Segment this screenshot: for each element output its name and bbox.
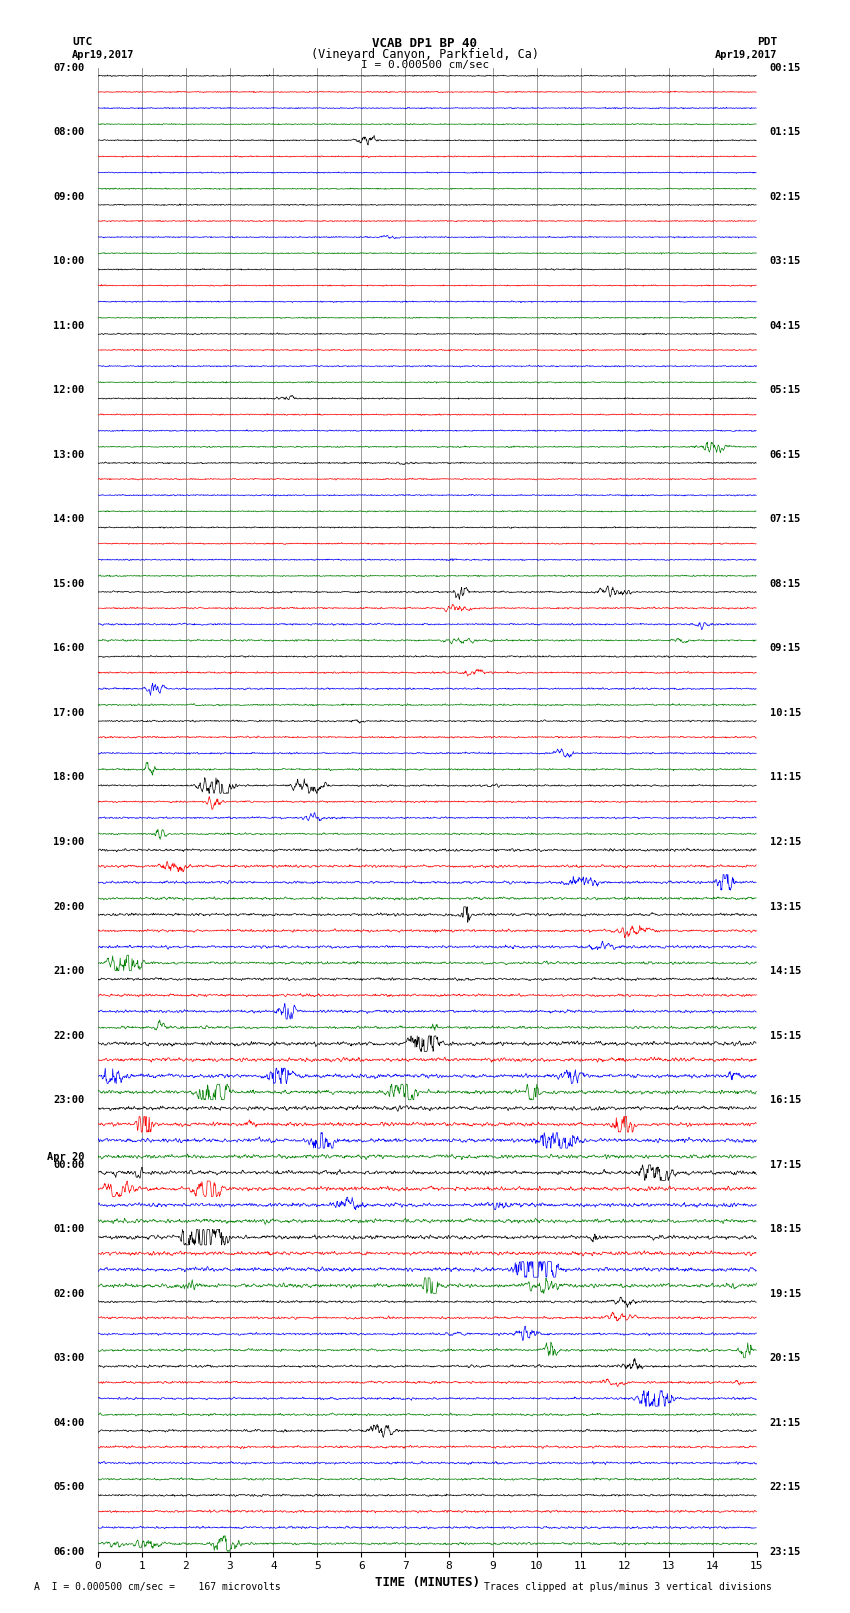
Text: Apr19,2017: Apr19,2017 (715, 50, 778, 60)
Text: 04:00: 04:00 (54, 1418, 84, 1428)
X-axis label: TIME (MINUTES): TIME (MINUTES) (375, 1576, 479, 1589)
Text: 01:00: 01:00 (54, 1224, 84, 1234)
Text: 15:00: 15:00 (54, 579, 84, 589)
Text: 20:15: 20:15 (769, 1353, 801, 1363)
Text: 03:00: 03:00 (54, 1353, 84, 1363)
Text: 03:15: 03:15 (769, 256, 801, 266)
Text: PDT: PDT (757, 37, 778, 47)
Text: I = 0.000500 cm/sec: I = 0.000500 cm/sec (361, 60, 489, 69)
Text: 04:15: 04:15 (769, 321, 801, 331)
Text: 18:15: 18:15 (769, 1224, 801, 1234)
Text: A  I = 0.000500 cm/sec =    167 microvolts: A I = 0.000500 cm/sec = 167 microvolts (34, 1582, 280, 1592)
Text: 16:00: 16:00 (54, 644, 84, 653)
Text: 19:00: 19:00 (54, 837, 84, 847)
Text: 23:15: 23:15 (769, 1547, 801, 1557)
Text: Apr19,2017: Apr19,2017 (72, 50, 135, 60)
Text: 18:00: 18:00 (54, 773, 84, 782)
Text: 21:00: 21:00 (54, 966, 84, 976)
Text: (Vineyard Canyon, Parkfield, Ca): (Vineyard Canyon, Parkfield, Ca) (311, 48, 539, 61)
Text: 10:15: 10:15 (769, 708, 801, 718)
Text: 17:15: 17:15 (769, 1160, 801, 1169)
Text: 11:00: 11:00 (54, 321, 84, 331)
Text: 22:00: 22:00 (54, 1031, 84, 1040)
Text: 23:00: 23:00 (54, 1095, 84, 1105)
Text: 22:15: 22:15 (769, 1482, 801, 1492)
Text: 12:15: 12:15 (769, 837, 801, 847)
Text: 14:15: 14:15 (769, 966, 801, 976)
Text: 05:15: 05:15 (769, 386, 801, 395)
Text: 19:15: 19:15 (769, 1289, 801, 1298)
Text: 17:00: 17:00 (54, 708, 84, 718)
Text: 10:00: 10:00 (54, 256, 84, 266)
Text: 14:00: 14:00 (54, 515, 84, 524)
Text: 11:15: 11:15 (769, 773, 801, 782)
Text: 13:15: 13:15 (769, 902, 801, 911)
Text: 12:00: 12:00 (54, 386, 84, 395)
Text: 20:00: 20:00 (54, 902, 84, 911)
Text: 06:15: 06:15 (769, 450, 801, 460)
Text: 05:00: 05:00 (54, 1482, 84, 1492)
Text: 00:15: 00:15 (769, 63, 801, 73)
Text: 02:15: 02:15 (769, 192, 801, 202)
Text: 07:00: 07:00 (54, 63, 84, 73)
Text: 01:15: 01:15 (769, 127, 801, 137)
Text: 21:15: 21:15 (769, 1418, 801, 1428)
Text: 06:00: 06:00 (54, 1547, 84, 1557)
Text: 09:15: 09:15 (769, 644, 801, 653)
Text: UTC: UTC (72, 37, 93, 47)
Text: 00:00: 00:00 (54, 1160, 84, 1169)
Text: 07:15: 07:15 (769, 515, 801, 524)
Text: 13:00: 13:00 (54, 450, 84, 460)
Text: 08:15: 08:15 (769, 579, 801, 589)
Text: 08:00: 08:00 (54, 127, 84, 137)
Text: VCAB DP1 BP 40: VCAB DP1 BP 40 (372, 37, 478, 50)
Text: 16:15: 16:15 (769, 1095, 801, 1105)
Text: 15:15: 15:15 (769, 1031, 801, 1040)
Text: 02:00: 02:00 (54, 1289, 84, 1298)
Text: 09:00: 09:00 (54, 192, 84, 202)
Text: Traces clipped at plus/minus 3 vertical divisions: Traces clipped at plus/minus 3 vertical … (484, 1582, 773, 1592)
Text: Apr 20: Apr 20 (47, 1152, 84, 1161)
